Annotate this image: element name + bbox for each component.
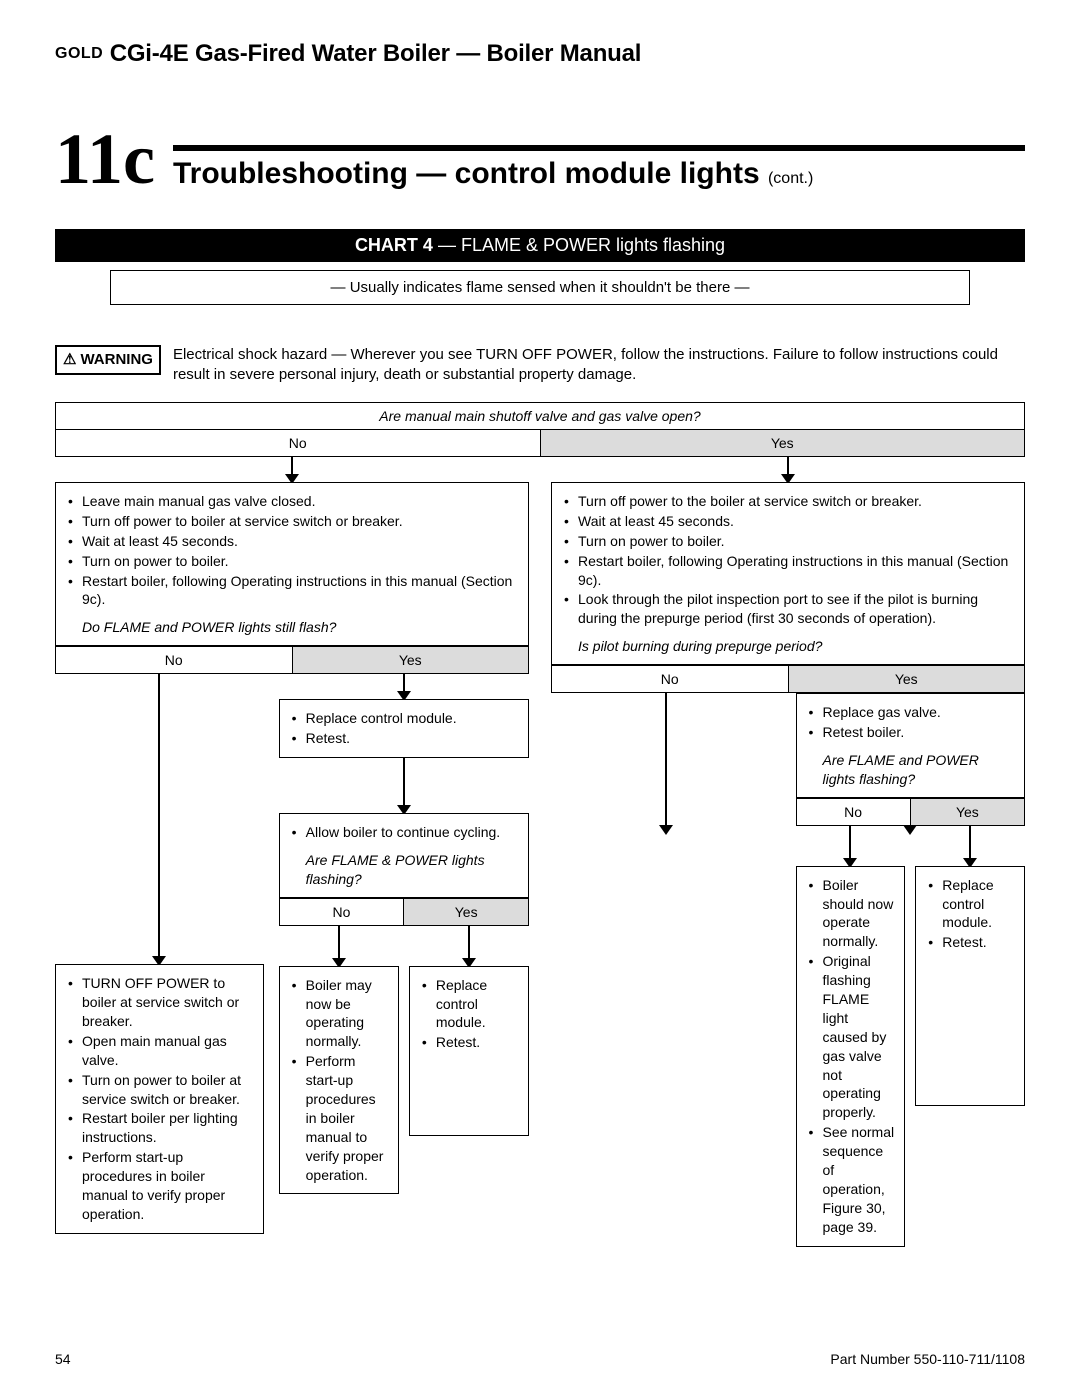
list-item: Open main manual gas valve. — [64, 1032, 253, 1070]
left-q1-no: No — [55, 646, 292, 674]
right-q2: Are FLAME and POWER lights flashing? — [805, 751, 1015, 789]
left-cycle-box: Allow boiler to continue cycling. Are FL… — [279, 813, 529, 898]
left-q2: Are FLAME & POWER lights flashing? — [288, 851, 518, 889]
list-item: Restart boiler, following Operating inst… — [64, 572, 518, 610]
list-item: Original flashing FLAME light caused by … — [805, 952, 895, 1122]
list-item: Perform start-up procedures in boiler ma… — [64, 1148, 253, 1224]
left-q1-yes: Yes — [292, 646, 530, 674]
page-footer: 54 Part Number 550-110-711/1108 — [55, 1351, 1025, 1367]
right-branch: Turn off power to the boiler at service … — [551, 457, 1025, 1247]
page-number: 54 — [55, 1351, 71, 1367]
list-item: Retest. — [288, 729, 518, 748]
list-item: Turn on power to boiler. — [560, 532, 1014, 551]
left-branch: Leave main manual gas valve closed.Turn … — [55, 457, 529, 1234]
manual-header: GOLD CGi-4E Gas-Fired Water Boiler — Boi… — [55, 40, 1025, 68]
list-item: Allow boiler to continue cycling. — [288, 823, 518, 842]
list-item: Leave main manual gas valve closed. — [64, 492, 518, 511]
warning-row: ⚠ WARNING Electrical shock hazard — Wher… — [55, 345, 1025, 384]
right-step1: Turn off power to the boiler at service … — [551, 482, 1025, 665]
left-step1-list: Leave main manual gas valve closed.Turn … — [64, 492, 518, 609]
left-q2-no: No — [279, 898, 404, 926]
right-q2-no: No — [796, 798, 910, 826]
right-q1: Is pilot burning during prepurge period? — [560, 637, 1014, 656]
list-item: Perform start-up procedures in boiler ma… — [288, 1052, 388, 1184]
list-item: Retest boiler. — [805, 723, 1015, 742]
manual-title: CGi-4E Gas-Fired Water Boiler — Boiler M… — [110, 40, 642, 67]
list-item: See normal sequence of operation, Figure… — [805, 1123, 895, 1236]
list-item: Replace gas valve. — [805, 703, 1015, 722]
list-item: Boiler should now operate normally. — [805, 876, 895, 952]
right-bottom-no: Boiler should now operate normally.Origi… — [796, 866, 906, 1247]
list-item: Replace control module. — [924, 876, 1014, 933]
left-q2-yes: Yes — [403, 898, 529, 926]
list-item: Turn off power to the boiler at service … — [560, 492, 1014, 511]
list-item: Retest. — [924, 933, 1014, 952]
list-item: Turn on power to boiler at service switc… — [64, 1071, 253, 1109]
list-item: Replace control module. — [288, 709, 518, 728]
right-q1-yes: Yes — [788, 665, 1026, 693]
left-yes-replace: Replace control module.Retest. — [279, 699, 529, 758]
warning-triangle-icon: ⚠ — [63, 350, 76, 370]
list-item: Turn on power to boiler. — [64, 552, 518, 571]
list-item: Look through the pilot inspection port t… — [560, 590, 1014, 628]
section-title-row: 11c Troubleshooting — control module lig… — [55, 118, 1025, 201]
list-item: Boiler may now be operating normally. — [288, 976, 388, 1052]
list-item: Restart boiler, following Operating inst… — [560, 552, 1014, 590]
gold-label: GOLD — [55, 45, 103, 62]
chart-heading-bar: CHART 4 — FLAME & POWER lights flashing — [55, 229, 1025, 262]
list-item: Retest. — [418, 1033, 518, 1052]
left-bottom-no: Boiler may now be operating normally.Per… — [279, 966, 399, 1195]
list-item: Wait at least 45 seconds. — [560, 512, 1014, 531]
root-no: No — [55, 429, 540, 457]
right-replace-gas-valve: Replace gas valve.Retest boiler. Are FLA… — [796, 693, 1026, 798]
warning-icon: ⚠ WARNING — [55, 345, 161, 375]
left-q1: Do FLAME and POWER lights still flash? — [64, 618, 518, 637]
root-yes: Yes — [540, 429, 1026, 457]
right-q1-no: No — [551, 665, 788, 693]
indication-box: — Usually indicates flame sensed when it… — [110, 270, 970, 305]
list-item: TURN OFF POWER to boiler at service swit… — [64, 974, 253, 1031]
list-item: Turn off power to boiler at service swit… — [64, 512, 518, 531]
warning-text: Electrical shock hazard — Wherever you s… — [173, 345, 1025, 384]
part-number: Part Number 550-110-711/1108 — [830, 1351, 1025, 1367]
list-item: Restart boiler per lighting instructions… — [64, 1109, 253, 1147]
left-bottom-yes: Replace control module.Retest. — [409, 966, 529, 1136]
left-step1: Leave main manual gas valve closed.Turn … — [55, 482, 529, 646]
list-item: Replace control module. — [418, 976, 518, 1033]
right-bottom-yes: Replace control module.Retest. — [915, 866, 1025, 1106]
root-question: Are manual main shutoff valve and gas va… — [55, 402, 1025, 429]
right-q2-yes: Yes — [910, 798, 1025, 826]
left-no-final: TURN OFF POWER to boiler at service swit… — [55, 964, 264, 1234]
section-title: Troubleshooting — control module lights … — [173, 145, 1025, 191]
section-number: 11c — [55, 118, 155, 201]
flowchart: Are manual main shutoff valve and gas va… — [55, 402, 1025, 1247]
list-item: Wait at least 45 seconds. — [64, 532, 518, 551]
